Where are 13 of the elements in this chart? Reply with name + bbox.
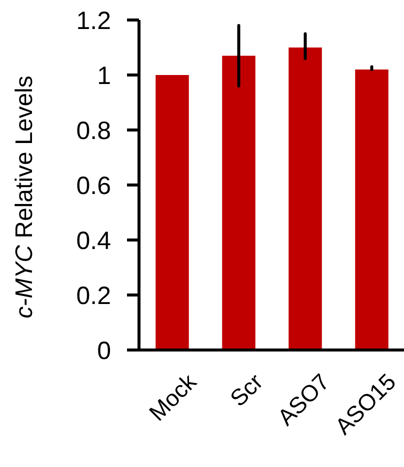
bar bbox=[355, 70, 388, 350]
y-tick-label: 0.6 bbox=[76, 172, 111, 200]
y-tick-label: 0.4 bbox=[76, 226, 112, 255]
y-axis-title: c-MYC Relative Levels bbox=[11, 76, 38, 318]
y-tick-label: 0.2 bbox=[76, 282, 111, 310]
y-tick-label: 0 bbox=[97, 336, 111, 365]
y-tick-label: 0.8 bbox=[76, 116, 111, 145]
x-tick-label: Scr bbox=[224, 368, 268, 412]
bar bbox=[288, 48, 322, 350]
y-tick-label: 1 bbox=[97, 62, 111, 90]
bar bbox=[156, 75, 189, 350]
y-tick-label: 1.2 bbox=[76, 6, 111, 35]
bar bbox=[222, 56, 256, 350]
